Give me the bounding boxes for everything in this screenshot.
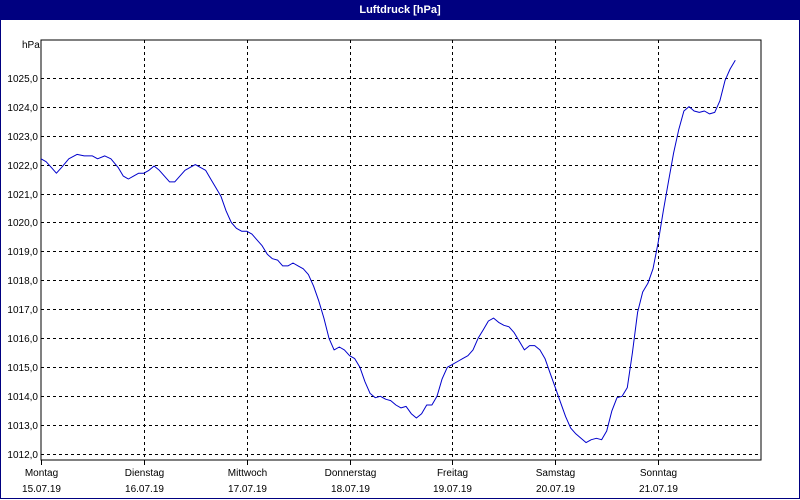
x-tick-day: Donnerstag [325,468,377,479]
y-tick-label: 1024,0 [7,103,38,114]
y-tick-label: 1014,0 [7,392,38,403]
y-tick-label: 1018,0 [7,276,38,287]
x-tick-day: Montag [25,468,58,479]
grid-lines [41,40,761,460]
x-tick-date: 15.07.19 [22,484,61,495]
series-group [40,60,736,444]
x-tick-date: 16.07.19 [125,484,164,495]
y-tick-label: 1025,0 [7,74,38,85]
y-tick-label: 1012,0 [7,450,38,461]
pressure-chart: hPa 1012,0 1013,0 1014,0 1015,0 1016,0 1017,0… [7,39,762,495]
x-tick-date: 21.07.19 [639,484,678,495]
x-tick-day: Dienstag [125,468,164,479]
y-tick-labels: 1012,0 1013,0 1014,0 1015,0 1016,0 1017,0 1018… [7,74,38,461]
y-tick-label: 1020,0 [7,218,38,229]
y-tick-label: 1016,0 [7,334,38,345]
y-unit-label: hPa [22,40,40,51]
x-tick-day: Sonntag [640,468,677,479]
chart-frame: hPa 1012,0 1013,0 1014,0 1015,0 1016,0 1017,0… [0,20,800,499]
y-tick-label: 1013,0 [7,421,38,432]
x-tick-date: 17.07.19 [228,484,267,495]
x-tick-day: Mittwoch [228,468,267,479]
x-tick-day: Freitag [437,468,468,479]
y-tick-label: 1017,0 [7,305,38,316]
y-tick-label: 1021,0 [7,190,38,201]
x-tick-labels: Montag 15.07.19 Dienstag 16.07.19 Mittwoch 17… [22,460,678,495]
pressure-series-line [40,60,736,444]
chart-title: Luftdruck [hPa] [0,0,800,20]
plot-area [40,39,762,461]
y-tick-label: 1022,0 [7,161,38,172]
y-tick-label: 1019,0 [7,247,38,258]
x-tick-date: 19.07.19 [433,484,472,495]
y-tick-label: 1015,0 [7,363,38,374]
x-tick-date: 20.07.19 [536,484,575,495]
y-tick-label: 1023,0 [7,132,38,143]
x-tick-date: 18.07.19 [331,484,370,495]
x-tick-day: Samstag [536,468,575,479]
